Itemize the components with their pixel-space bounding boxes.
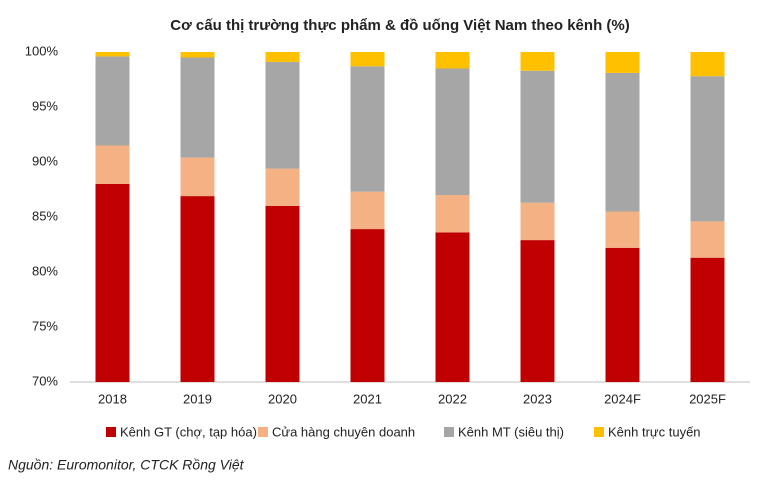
- legend-swatch: [106, 427, 116, 437]
- bar-segment: [690, 76, 725, 222]
- legend-swatch: [444, 427, 454, 437]
- y-tick-label: 70%: [32, 373, 58, 388]
- bar-segment: [605, 52, 640, 73]
- chart-title: Cơ cấu thị trường thực phẩm & đồ uống Vi…: [170, 17, 629, 34]
- y-tick-label: 90%: [32, 153, 58, 168]
- bar-segment: [265, 206, 300, 382]
- x-tick-label: 2023: [523, 391, 552, 406]
- legend-label: Kênh trực tuyến: [608, 424, 701, 439]
- source-note: Nguồn: Euromonitor, CTCK Rồng Việt: [8, 457, 245, 473]
- bar-segment: [95, 52, 130, 57]
- x-tick-label: 2019: [183, 391, 212, 406]
- y-tick-label: 80%: [32, 263, 58, 278]
- x-tick-label: 2018: [98, 391, 127, 406]
- bar-segment: [435, 52, 470, 69]
- x-tick-label: 2025F: [689, 391, 726, 406]
- legend-label: Kênh GT (chợ, tạp hóa): [120, 424, 257, 439]
- bar-segment: [350, 229, 385, 382]
- bar-segment: [180, 196, 215, 382]
- bar-segment: [265, 61, 300, 169]
- bar-segment: [520, 52, 555, 71]
- bar-segment: [690, 52, 725, 77]
- bar-segment: [265, 168, 300, 206]
- bar-segment: [520, 202, 555, 241]
- bar-segment: [95, 56, 130, 146]
- bar-segment: [520, 70, 555, 203]
- bar-segment: [350, 66, 385, 192]
- bar-segment: [605, 72, 640, 212]
- x-tick-label: 2020: [268, 391, 297, 406]
- bar-segment: [605, 211, 640, 248]
- bar-segment: [690, 257, 725, 382]
- bar-segment: [435, 195, 470, 233]
- y-tick-label: 100%: [25, 43, 59, 58]
- bar-segment: [180, 57, 215, 158]
- legend-label: Cửa hàng chuyên doanh: [272, 424, 415, 439]
- legend-label: Kênh MT (siêu thị): [458, 424, 564, 439]
- bar-segment: [265, 52, 300, 62]
- bar-segment: [520, 240, 555, 382]
- y-tick-label: 85%: [32, 208, 58, 223]
- bar-segment: [435, 232, 470, 382]
- x-tick-label: 2021: [353, 391, 382, 406]
- y-tick-label: 95%: [32, 98, 58, 113]
- bar-segment: [95, 184, 130, 382]
- x-tick-label: 2024F: [604, 391, 641, 406]
- bar-segment: [605, 247, 640, 382]
- bar-segment: [95, 145, 130, 184]
- bar-segment: [350, 191, 385, 230]
- bar-segment: [350, 52, 385, 67]
- legend-swatch: [594, 427, 604, 437]
- bar-segment: [690, 221, 725, 258]
- x-tick-label: 2022: [438, 391, 467, 406]
- bar-segment: [180, 157, 215, 197]
- bar-segment: [435, 68, 470, 195]
- legend-swatch: [258, 427, 268, 437]
- bar-segment: [180, 52, 215, 58]
- y-tick-label: 75%: [32, 318, 58, 333]
